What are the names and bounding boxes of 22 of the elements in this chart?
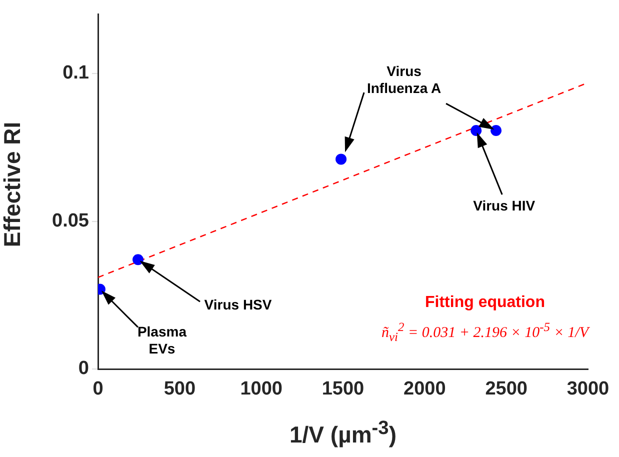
x-tick-label: 2000	[404, 378, 446, 400]
x-axis-title: 1/V (µm$^{-3}$)	[288, 418, 398, 449]
y-axis-title: Effective RI	[0, 122, 26, 248]
x-tick-label: 2500	[485, 378, 528, 400]
x-tick-label: 3000	[566, 378, 610, 400]
annotation: Plasma EVs	[137, 324, 187, 357]
y-tick-label: 0.1	[62, 62, 90, 84]
annotation: Virus Influenza A	[366, 62, 442, 96]
x-tick-label: 1500	[322, 378, 364, 400]
annotation: ñ$_{vi}$$^{2}$ = 0.031 + 2.196 × 10$^{-5}$ × 1/V	[380, 320, 590, 345]
annotation: Virus HSV	[204, 296, 272, 313]
y-tick-label: 0	[78, 358, 89, 380]
x-tick-label: 0	[92, 378, 104, 400]
x-tick-label: 500	[164, 378, 196, 400]
point	[336, 154, 347, 165]
point	[490, 125, 502, 136]
annotation: Virus HIV	[473, 197, 536, 214]
point	[132, 254, 144, 266]
annotation: Fitting equation	[424, 294, 546, 312]
x-tick-label: 1000	[240, 378, 282, 400]
y-tick-label: 0.05	[52, 210, 90, 232]
point	[470, 125, 482, 136]
